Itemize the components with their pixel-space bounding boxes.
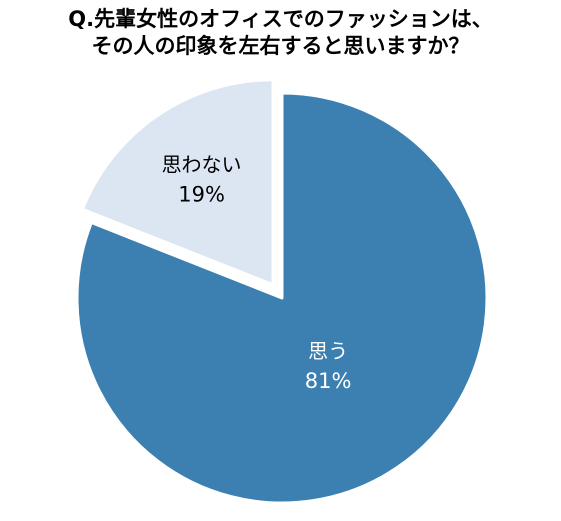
slice-value-label-1: 19%: [178, 183, 225, 207]
chart-title-line-2: その人の印象を左右すると思いますか？: [91, 34, 470, 58]
pie-slices: [75, 78, 489, 505]
chart-title: Q.先輩女性のオフィスでのファッションは、 その人の印象を左右すると思いますか？: [0, 6, 561, 60]
slice-label-0: 思う: [308, 339, 348, 363]
chart-title-line-1: Q.先輩女性のオフィスでのファッションは、: [68, 7, 493, 31]
slice-value-label-0: 81%: [305, 369, 352, 393]
pie-slice-0: [75, 91, 489, 505]
pie-slice-1: [80, 78, 275, 287]
pie-labels: 思う 81% 思わない 19%: [162, 153, 352, 393]
slice-label-1: 思わない: [162, 153, 242, 177]
